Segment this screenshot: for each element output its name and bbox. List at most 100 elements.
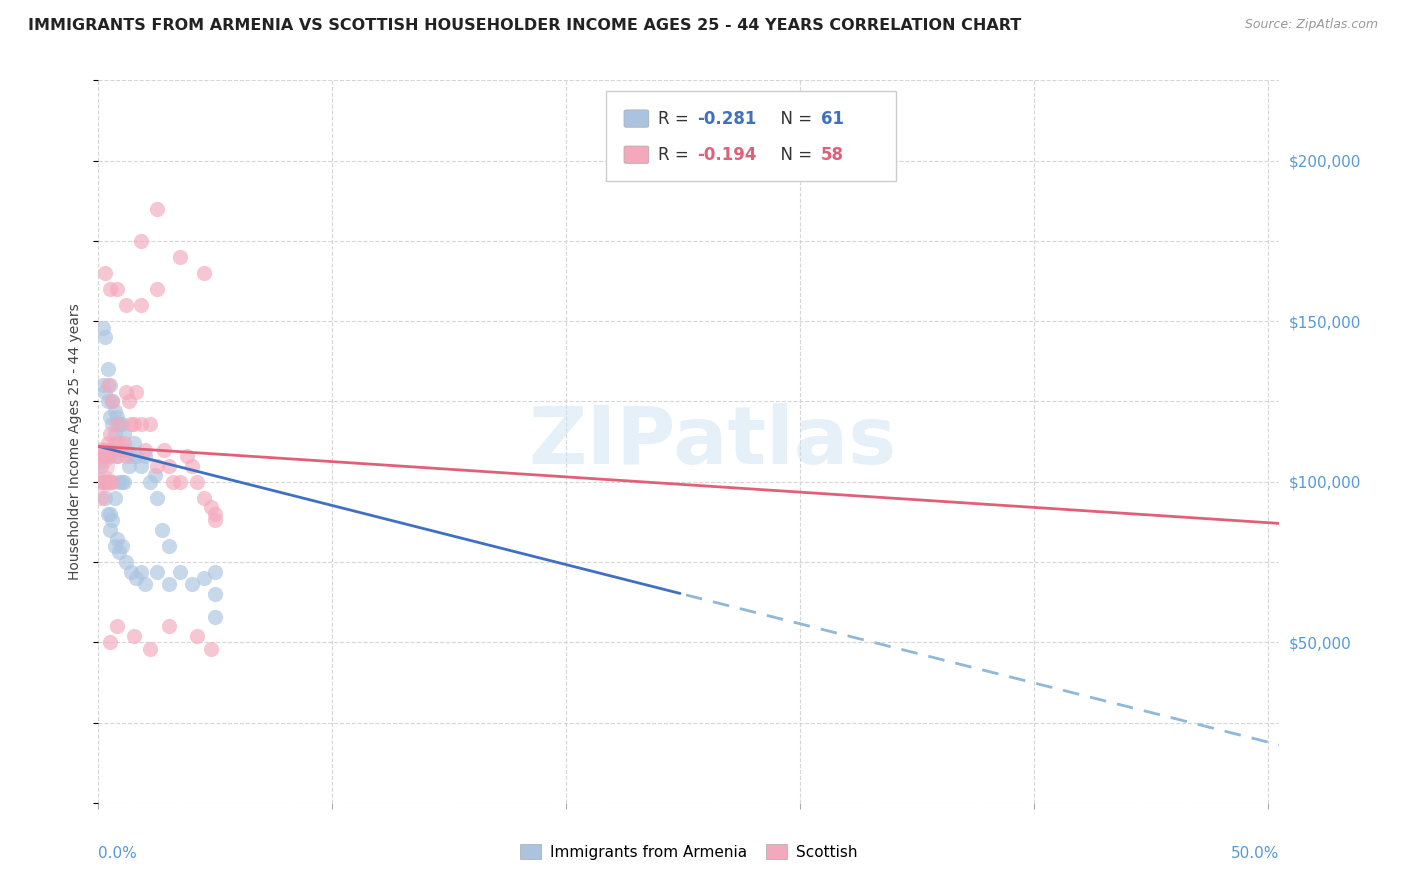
Point xyxy=(98,410,121,425)
Text: R =: R = xyxy=(658,110,695,128)
Point xyxy=(101,475,124,489)
Point xyxy=(97,378,120,392)
Point xyxy=(193,571,215,585)
Point xyxy=(112,475,135,489)
Point xyxy=(90,458,112,473)
Point xyxy=(105,417,128,431)
Point xyxy=(98,282,121,296)
Point xyxy=(134,449,156,463)
Point xyxy=(111,417,134,431)
Point xyxy=(169,565,191,579)
Point xyxy=(129,298,152,312)
Point xyxy=(122,629,145,643)
Point xyxy=(98,449,121,463)
Point xyxy=(94,449,117,463)
Point xyxy=(104,426,127,441)
Point xyxy=(105,282,128,296)
Point xyxy=(97,507,120,521)
Point xyxy=(97,475,120,489)
Point xyxy=(157,458,180,473)
Point xyxy=(139,417,162,431)
Point xyxy=(146,565,169,579)
Point xyxy=(94,266,117,280)
Point xyxy=(104,436,127,450)
Point xyxy=(120,565,142,579)
Point xyxy=(101,417,124,431)
Point xyxy=(105,533,128,547)
Point xyxy=(90,449,112,463)
Point xyxy=(200,500,222,515)
Point xyxy=(204,587,226,601)
Point xyxy=(122,436,145,450)
Text: 0.0%: 0.0% xyxy=(98,847,138,861)
Point xyxy=(129,234,152,248)
Point xyxy=(105,449,128,463)
Point xyxy=(91,442,114,457)
Point xyxy=(122,417,145,431)
Point xyxy=(146,202,169,216)
Point xyxy=(120,449,142,463)
Text: IMMIGRANTS FROM ARMENIA VS SCOTTISH HOUSEHOLDER INCOME AGES 25 - 44 YEARS CORREL: IMMIGRANTS FROM ARMENIA VS SCOTTISH HOUS… xyxy=(28,18,1021,33)
Point xyxy=(181,577,204,591)
Point xyxy=(150,523,173,537)
Point xyxy=(139,475,162,489)
Point xyxy=(200,641,222,656)
Point xyxy=(112,436,135,450)
Text: ZIPatlas: ZIPatlas xyxy=(529,402,897,481)
Point xyxy=(98,426,121,441)
Point xyxy=(108,417,131,431)
Text: N =: N = xyxy=(770,110,818,128)
Point xyxy=(98,635,121,649)
Text: 50.0%: 50.0% xyxy=(1232,847,1279,861)
Point xyxy=(186,629,208,643)
Text: 58: 58 xyxy=(821,145,844,164)
Point xyxy=(91,378,114,392)
Point xyxy=(104,404,127,418)
Text: Source: ZipAtlas.com: Source: ZipAtlas.com xyxy=(1244,18,1378,31)
Point xyxy=(97,442,120,457)
Point xyxy=(112,426,135,441)
Point xyxy=(143,468,166,483)
Point xyxy=(129,458,152,473)
Point xyxy=(125,571,148,585)
Point xyxy=(186,475,208,489)
Point xyxy=(105,619,128,633)
FancyBboxPatch shape xyxy=(624,146,648,163)
Point xyxy=(125,384,148,399)
Point xyxy=(98,507,121,521)
Point xyxy=(139,641,162,656)
Point xyxy=(104,491,127,505)
Point xyxy=(94,475,117,489)
Point xyxy=(176,449,198,463)
Point xyxy=(98,378,121,392)
Point xyxy=(108,475,131,489)
Point xyxy=(153,442,176,457)
Point xyxy=(94,475,117,489)
Point xyxy=(94,491,117,505)
Point xyxy=(115,555,138,569)
Point xyxy=(91,475,114,489)
Point xyxy=(98,523,121,537)
Point xyxy=(111,539,134,553)
Point xyxy=(108,436,131,450)
Point xyxy=(115,442,138,457)
Point xyxy=(91,475,114,489)
Point xyxy=(157,539,180,553)
Point xyxy=(157,619,180,633)
Text: -0.194: -0.194 xyxy=(697,145,756,164)
Point xyxy=(90,449,112,463)
Point xyxy=(97,436,120,450)
Point xyxy=(129,417,152,431)
Point xyxy=(204,609,226,624)
Point xyxy=(111,475,134,489)
Point xyxy=(193,491,215,505)
Text: 61: 61 xyxy=(821,110,844,128)
FancyBboxPatch shape xyxy=(606,91,896,181)
Point xyxy=(94,449,117,463)
Point xyxy=(181,458,204,473)
Point xyxy=(169,250,191,264)
Point xyxy=(134,577,156,591)
Point xyxy=(204,513,226,527)
Text: -0.281: -0.281 xyxy=(697,110,756,128)
Point xyxy=(108,545,131,559)
